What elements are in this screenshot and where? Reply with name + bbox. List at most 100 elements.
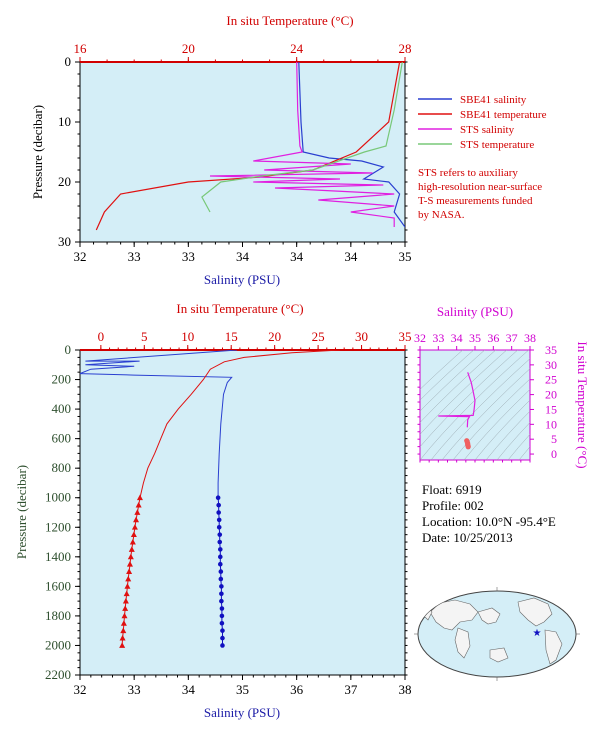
temperature-point-13 — [123, 590, 130, 597]
bottom-y-tick-label: 200 — [52, 372, 72, 387]
top-series-line-2 — [209, 62, 395, 227]
top-x-top-tick-label: 16 — [74, 41, 88, 56]
legend: SBE41 salinity SBE41 temperature STS sal… — [418, 94, 547, 151]
top-y-label: Pressure (decibar) — [30, 105, 45, 199]
ts-x-tick-label: 36 — [487, 331, 499, 345]
top-y-tick-label: 20 — [58, 174, 71, 189]
temperature-point-18 — [120, 627, 127, 634]
ts-x-tick-label: 38 — [524, 331, 536, 345]
salinity-point-1 — [216, 502, 221, 508]
float-info: Float: 6919 Profile: 002 Location: 10.0°… — [422, 482, 556, 545]
top-x-top-label: In situ Temperature (°C) — [226, 13, 353, 28]
note-line-0: STS refers to auxiliary — [418, 167, 518, 179]
ts-y-tick-label: 10 — [545, 417, 557, 431]
temperature-point-11 — [125, 575, 132, 582]
bottom-y-tick-label: 1400 — [45, 549, 71, 564]
profile-number: Profile: 002 — [422, 498, 484, 513]
bottom-x-top-tick-label: 35 — [399, 329, 412, 344]
salinity-point-18 — [220, 628, 225, 633]
temperature-point-4 — [131, 524, 138, 530]
bottom-x-top-tick-label: 15 — [225, 329, 238, 344]
bottom-y-tick-label: 2200 — [45, 667, 71, 682]
bottom-x-top-tick-label: 20 — [268, 329, 281, 344]
bottom-y-tick-label: 600 — [52, 431, 72, 446]
top-chart: 32 33 33 34 34 34 35 16 20 24 28 0 10 20 30 In situ Te… — [30, 13, 412, 287]
ts-y-tick-label: 20 — [545, 388, 557, 402]
bottom-y-tick-label: 1600 — [45, 578, 71, 593]
ts-y-tick-label: 0 — [551, 447, 557, 461]
salinity-point-11 — [218, 576, 224, 582]
bottom-x-bottom-label: Salinity (PSU) — [204, 705, 280, 720]
temperature-point-0 — [136, 494, 143, 501]
bottom-series-line-0 — [80, 350, 238, 498]
ts-series — [438, 372, 476, 450]
density-contour-1 — [420, 350, 475, 401]
note-line-1: high-resolution near-surface — [418, 181, 542, 193]
temperature-point-14 — [122, 597, 129, 604]
bottom-y-label: Pressure (decibar) — [14, 465, 29, 559]
bottom-x-top-tick-label: 30 — [355, 329, 368, 344]
bottom-x-top-tick-label: 0 — [98, 329, 105, 344]
bottom-y-tick-label: 0 — [65, 342, 72, 357]
density-contour-4 — [420, 350, 508, 435]
density-contour-12 — [485, 410, 530, 460]
temperature-point-15 — [122, 605, 129, 611]
bottom-plot-area — [79, 349, 406, 676]
continent-africa — [454, 627, 471, 659]
temperature-point-10 — [126, 568, 133, 574]
bottom-chart: 32 33 34 35 36 37 38 0 5 10 15 20 25 30 35 0 200 400 600 80… — [14, 301, 412, 720]
ts-x-tick-label: 33 — [432, 331, 444, 345]
density-contour-8 — [441, 368, 530, 460]
salinity-point-15 — [219, 606, 225, 611]
bottom-x-bottom-tick-label: 36 — [290, 682, 304, 697]
salinity-point-7 — [217, 547, 223, 552]
bottom-axes: 32 33 34 35 36 37 38 0 5 10 15 20 25 30 35 0 200 400 600 80… — [45, 329, 412, 697]
continent-north-america — [517, 597, 553, 627]
top-y-tick-label: 10 — [58, 114, 71, 129]
ts-x-tick-label: 37 — [506, 331, 518, 345]
float-location-marker: ★ — [533, 628, 542, 639]
density-contour-13 — [496, 422, 530, 460]
bottom-x-bottom-tick-label: 35 — [236, 682, 249, 697]
bottom-x-top-tick-label: 5 — [141, 329, 148, 344]
date: Date: 10/25/2013 — [422, 530, 513, 545]
ts-deep-point-5 — [465, 444, 471, 450]
bottom-y-tick-label: 1800 — [45, 608, 71, 623]
map-ticks — [414, 587, 580, 681]
bottom-series-line-2 — [139, 350, 340, 498]
top-series-line-0 — [298, 62, 405, 228]
top-x-bottom-tick-label: 35 — [399, 249, 412, 264]
ts-x-tick-label: 34 — [451, 331, 463, 345]
temperature-point-3 — [133, 516, 140, 523]
map-land — [419, 597, 563, 665]
salinity-point-13 — [219, 591, 224, 597]
top-x-bottom-tick-label: 34 — [236, 249, 250, 264]
density-contour-5 — [420, 350, 519, 448]
note-line-3: by NASA. — [418, 209, 465, 221]
salinity-point-4 — [216, 524, 222, 530]
salinity-point-20 — [220, 643, 225, 648]
bottom-x-top-tick-label: 25 — [312, 329, 325, 344]
salinity-point-16 — [219, 613, 225, 619]
top-y-tick-label: 0 — [65, 54, 72, 69]
salinity-point-12 — [219, 584, 224, 589]
temperature-point-7 — [128, 546, 135, 552]
density-contour-2 — [420, 350, 486, 412]
top-x-bottom-tick-label: 33 — [128, 249, 141, 264]
salinity-point-14 — [219, 598, 224, 604]
temperature-point-6 — [129, 538, 136, 545]
continent-south-america — [544, 629, 563, 665]
bottom-x-bottom-tick-label: 33 — [128, 682, 141, 697]
salinity-point-17 — [219, 620, 225, 626]
ts-y-tick-label: 15 — [545, 402, 557, 416]
top-y-tick-label: 30 — [58, 234, 71, 249]
bottom-y-tick-label: 1000 — [45, 490, 71, 505]
salinity-point-5 — [217, 532, 223, 537]
top-x-bottom-tick-label: 34 — [344, 249, 358, 264]
continent-australia — [489, 647, 509, 663]
bottom-x-top-label: In situ Temperature (°C) — [176, 301, 303, 316]
legend-label-3: STS temperature — [460, 139, 534, 151]
salinity-point-3 — [216, 517, 222, 523]
bottom-y-tick-label: 1200 — [45, 519, 71, 534]
